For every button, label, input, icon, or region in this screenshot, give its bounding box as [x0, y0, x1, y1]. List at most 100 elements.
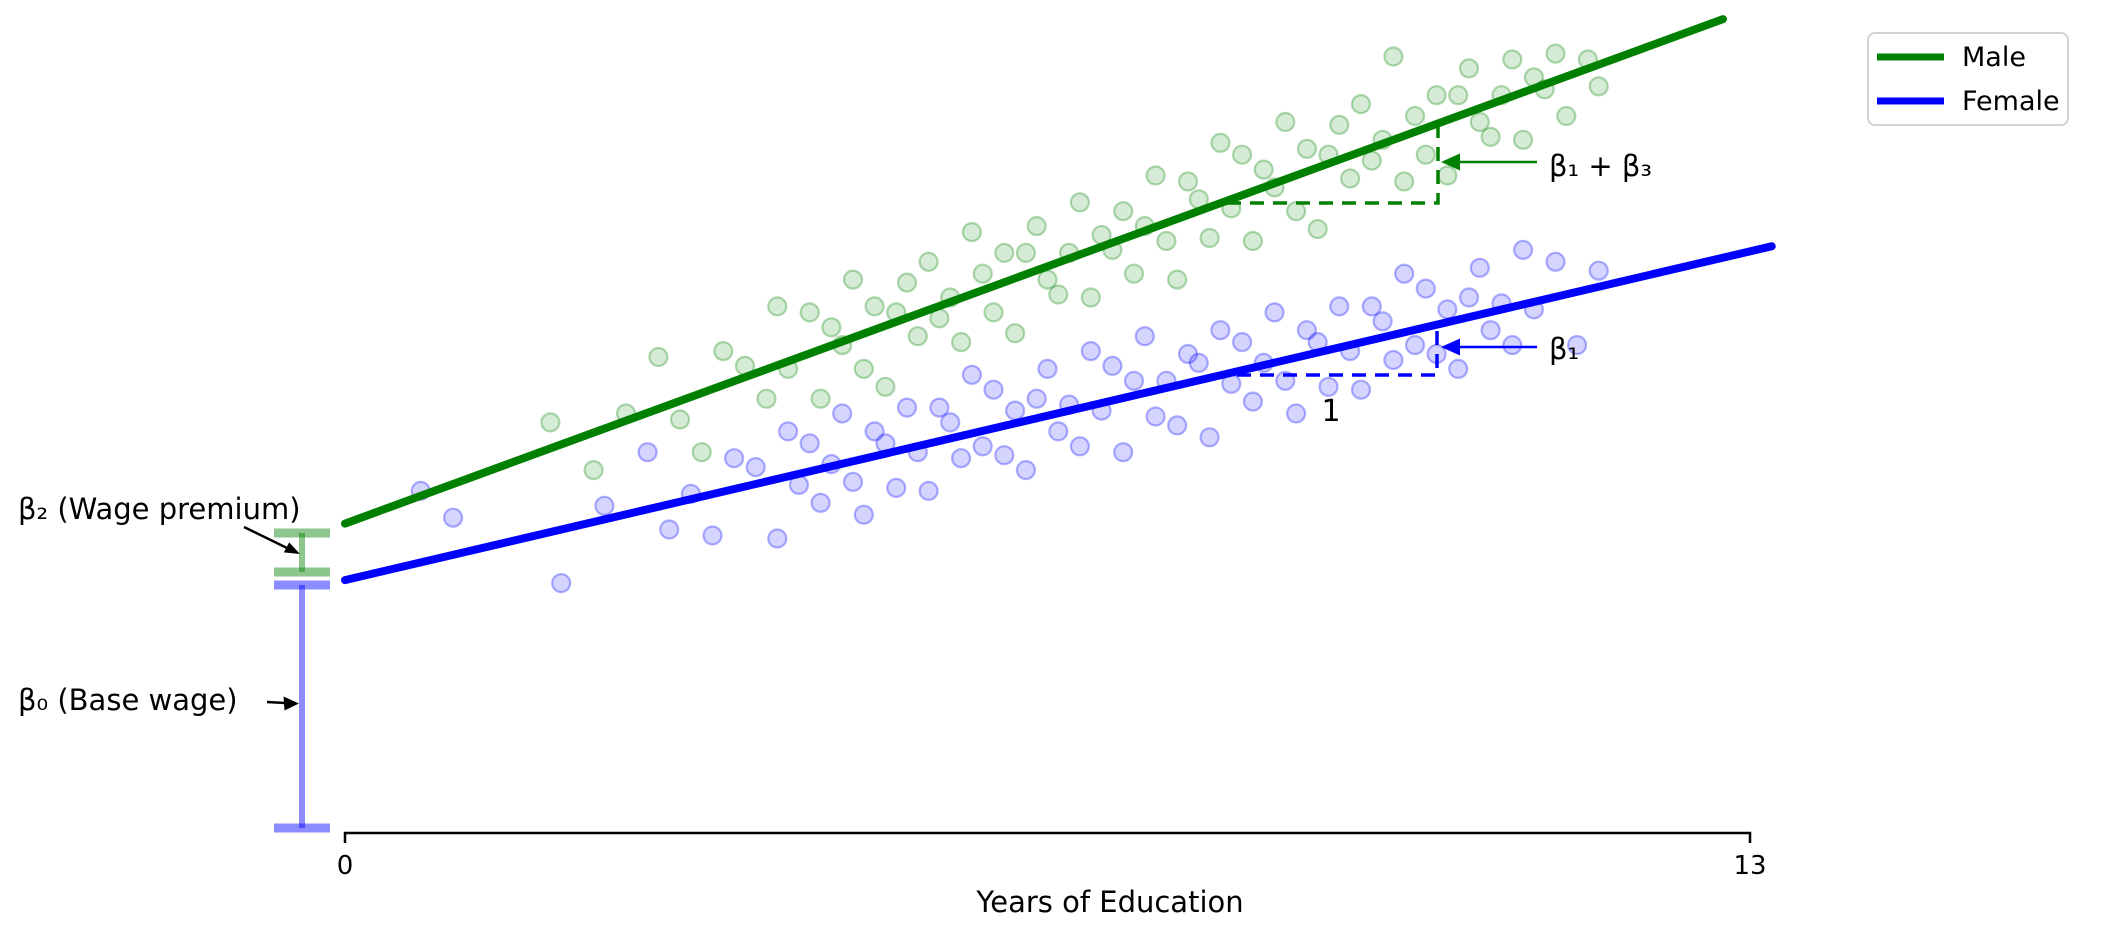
- data-point-male: [1502, 49, 1523, 70]
- data-point-male: [691, 442, 712, 463]
- data-point-male: [853, 358, 874, 379]
- data-point-male: [1199, 227, 1220, 249]
- data-point-male: [1080, 287, 1101, 308]
- beta0-errorbar: [274, 580, 330, 833]
- female-slope-bracket: [1237, 327, 1439, 377]
- legend-label-male: Male: [1962, 42, 2026, 73]
- data-point-female: [1469, 257, 1490, 278]
- data-point-male: [1145, 165, 1166, 186]
- data-point-male: [540, 412, 561, 433]
- data-point-male: [918, 251, 939, 272]
- data-point-female: [886, 477, 907, 498]
- data-point-male: [1177, 171, 1199, 192]
- beta0-arrow: [266, 696, 299, 711]
- data-point-female: [983, 379, 1004, 400]
- data-point-female: [1026, 388, 1047, 409]
- data-point-male: [1296, 138, 1318, 159]
- scatter-male: [540, 43, 1609, 481]
- data-point-male: [756, 388, 777, 409]
- data-point-female: [1383, 349, 1404, 371]
- data-point-male: [1307, 219, 1328, 240]
- data-point-male: [875, 376, 896, 397]
- male-slope-bracket: [1227, 125, 1440, 205]
- data-point-male: [767, 296, 788, 317]
- data-point-female: [1145, 406, 1166, 427]
- data-point-male: [1361, 150, 1382, 171]
- unit-run-label: 1: [1321, 394, 1340, 429]
- data-point-male: [1512, 129, 1534, 150]
- data-point-female: [1415, 278, 1436, 299]
- data-point-male: [1426, 85, 1447, 106]
- data-point-male: [1329, 114, 1350, 136]
- data-point-female: [443, 507, 464, 528]
- data-point-female: [1502, 335, 1523, 356]
- legend: Male Female: [1867, 32, 2069, 126]
- data-point-female: [594, 495, 615, 516]
- data-point-male: [1480, 126, 1501, 147]
- female-slope-label: β₁: [1549, 332, 1579, 366]
- data-point-male: [1015, 242, 1037, 263]
- data-point-male: [1026, 216, 1047, 237]
- data-point-female: [918, 480, 939, 501]
- data-point-female: [1069, 436, 1091, 457]
- data-point-male: [1545, 43, 1566, 64]
- data-point-female: [1037, 358, 1058, 379]
- x-axis: [343, 831, 1752, 843]
- data-point-male: [1253, 159, 1274, 180]
- data-point-female: [940, 412, 961, 433]
- data-point-female: [832, 403, 853, 424]
- data-point-female: [1134, 326, 1155, 347]
- data-point-female: [1242, 391, 1264, 412]
- data-point-male: [1156, 230, 1177, 252]
- data-point-female: [659, 519, 680, 540]
- data-point-male: [713, 341, 734, 362]
- data-point-female: [1231, 332, 1253, 353]
- data-point-female: [1545, 251, 1566, 272]
- data-point-female: [1177, 343, 1199, 365]
- data-point-male: [821, 317, 842, 338]
- data-point-male: [842, 269, 864, 290]
- male-slope-arrow: [1441, 153, 1537, 171]
- regression-line-male: [341, 15, 1727, 528]
- data-point-female: [1113, 442, 1134, 463]
- male-slope-label: β₁ + β₃: [1549, 149, 1652, 183]
- data-point-male: [1069, 192, 1091, 213]
- data-point-male: [994, 242, 1015, 263]
- data-point-female: [842, 471, 864, 492]
- data-point-female: [723, 448, 745, 469]
- data-point-female: [950, 448, 972, 469]
- data-point-female: [1588, 260, 1609, 281]
- data-point-female: [961, 364, 983, 385]
- data-point-male: [1437, 165, 1458, 186]
- data-point-female: [1296, 320, 1318, 341]
- data-point-female: [1329, 296, 1350, 317]
- data-point-male: [1588, 76, 1609, 97]
- data-point-female: [853, 504, 874, 525]
- data-point-female: [1080, 341, 1101, 362]
- data-point-female: [1437, 299, 1458, 320]
- data-point-female: [1048, 421, 1069, 442]
- data-point-male: [1004, 323, 1026, 344]
- data-point-female: [1004, 400, 1026, 421]
- data-point-female: [702, 525, 723, 546]
- regression-line-female: [341, 242, 1776, 585]
- data-point-male: [810, 388, 831, 409]
- data-point-male: [1113, 201, 1134, 222]
- beta2-errorbar: [274, 528, 330, 577]
- data-point-male: [669, 409, 691, 430]
- data-point-female: [810, 492, 831, 513]
- female-slope-arrow: [1441, 338, 1537, 356]
- legend-label-female: Female: [1962, 86, 2060, 117]
- data-point-male: [1404, 105, 1426, 127]
- data-point-female: [637, 442, 658, 463]
- data-point-male: [1167, 269, 1188, 290]
- data-point-male: [961, 222, 983, 243]
- data-point-male: [799, 302, 820, 323]
- scatter-female: [410, 239, 1609, 594]
- beta2-arrow: [243, 525, 300, 554]
- beta2-wage-premium-label: β₂ (Wage premium): [18, 492, 301, 526]
- data-point-female: [1566, 335, 1588, 356]
- data-point-female: [1372, 311, 1393, 332]
- data-point-female: [1361, 296, 1382, 317]
